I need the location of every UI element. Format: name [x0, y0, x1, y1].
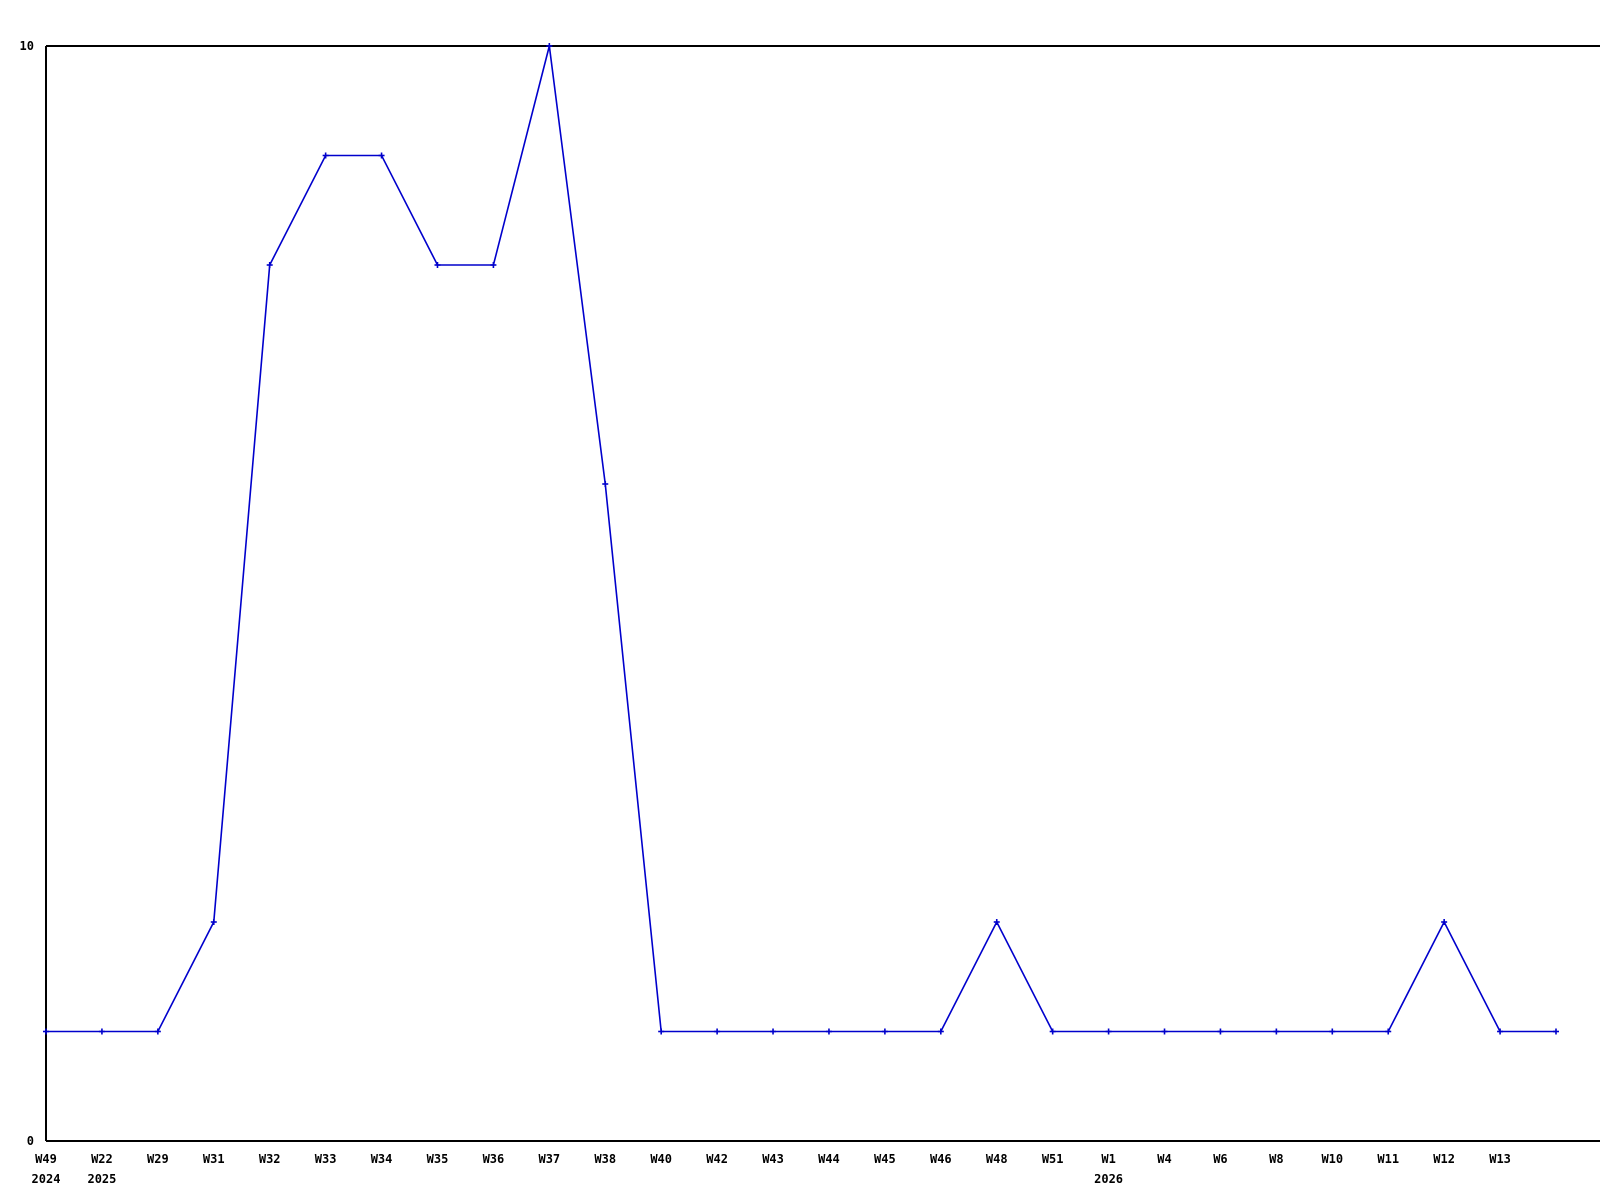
data-series-main — [43, 43, 1559, 1035]
data-point — [1217, 1028, 1224, 1035]
x-tick-label: W46 — [930, 1152, 952, 1166]
data-point — [378, 152, 385, 159]
data-point — [1049, 1028, 1056, 1035]
data-point — [154, 1028, 161, 1035]
data-point — [658, 1028, 665, 1035]
data-point — [770, 1028, 777, 1035]
x-tick-year-label: 2024 — [32, 1172, 61, 1186]
data-point — [266, 262, 273, 268]
x-tick-label: W51 — [1042, 1152, 1064, 1166]
data-point — [1105, 1028, 1112, 1035]
data-point — [937, 1028, 944, 1035]
data-point — [322, 152, 329, 159]
data-point — [825, 1028, 832, 1035]
x-tick-label: W44 — [818, 1152, 840, 1166]
x-tick-label: W43 — [762, 1152, 784, 1166]
x-tick-year-label: 2025 — [87, 1172, 116, 1186]
x-tick-label: W10 — [1321, 1152, 1343, 1166]
data-point — [1441, 919, 1448, 925]
x-tick-label: W49 — [35, 1152, 57, 1166]
x-tick-label: W38 — [594, 1152, 616, 1166]
data-point — [43, 1028, 49, 1035]
y-tick-label: 10 — [20, 39, 34, 53]
x-tick-label: W29 — [147, 1152, 169, 1166]
data-point — [210, 919, 217, 925]
x-tick-label: W42 — [706, 1152, 728, 1166]
data-point — [1497, 1028, 1504, 1035]
x-tick-label: W36 — [483, 1152, 505, 1166]
x-tick-label: W11 — [1377, 1152, 1399, 1166]
data-point — [434, 262, 441, 268]
x-axis-ticks: W49 W22 W29 W31 W32 W33 W34 W35 W36 W37 W38 W40 W42 W… — [32, 1152, 1511, 1186]
x-tick-label: W4 — [1157, 1152, 1171, 1166]
data-point — [1161, 1028, 1168, 1035]
y-axis-ticks: 10 0 — [20, 39, 34, 1148]
x-tick-label: W37 — [538, 1152, 560, 1166]
data-point — [546, 43, 553, 49]
x-tick-label: W12 — [1433, 1152, 1455, 1166]
x-tick-label: W48 — [986, 1152, 1008, 1166]
x-tick-label: W34 — [371, 1152, 393, 1166]
x-tick-label: W6 — [1213, 1152, 1227, 1166]
x-tick-label: W1 — [1101, 1152, 1115, 1166]
data-point — [1273, 1028, 1280, 1035]
data-point — [993, 919, 1000, 925]
x-tick-label: W33 — [315, 1152, 337, 1166]
data-point — [714, 1028, 721, 1035]
y-tick-label: 0 — [27, 1134, 34, 1148]
data-point — [602, 481, 609, 487]
x-tick-label: W35 — [427, 1152, 449, 1166]
x-tick-label: W22 — [91, 1152, 113, 1166]
plot-frame — [45, 45, 1600, 1142]
x-tick-label: W13 — [1489, 1152, 1511, 1166]
x-tick-label: W45 — [874, 1152, 896, 1166]
data-point — [1329, 1028, 1336, 1035]
data-point — [490, 262, 497, 268]
data-point — [1553, 1028, 1559, 1035]
data-point — [98, 1028, 105, 1035]
data-point — [1385, 1028, 1392, 1035]
x-tick-label: W8 — [1269, 1152, 1283, 1166]
x-tick-label: W32 — [259, 1152, 281, 1166]
x-tick-year-label: 2026 — [1094, 1172, 1123, 1186]
data-point — [881, 1028, 888, 1035]
x-tick-label: W40 — [650, 1152, 672, 1166]
x-tick-label: W31 — [203, 1152, 225, 1166]
series-line — [46, 45, 1556, 1033]
